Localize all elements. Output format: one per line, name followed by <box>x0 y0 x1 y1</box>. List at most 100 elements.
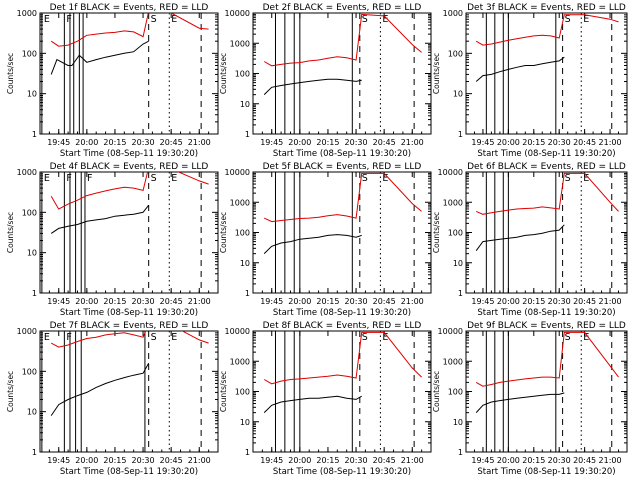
event-marker-label: E <box>44 14 50 25</box>
event-marker-label: E <box>171 332 177 343</box>
y-tick-label: 100 <box>448 229 463 238</box>
x-tick-label: 20:45 <box>373 456 396 465</box>
y-tick-label: 1 <box>245 289 250 298</box>
x-axis-label: Start Time (08-Sep-11 19:30:20) <box>60 149 198 159</box>
x-tick-label: 20:00 <box>75 456 98 465</box>
plot-title: Det 5f BLACK = Events, RED = LLD <box>263 162 422 172</box>
x-tick-label: 20:00 <box>497 297 520 306</box>
event-marker-label: S <box>151 332 157 343</box>
x-axis-label: Start Time (08-Sep-11 19:30:20) <box>477 308 615 318</box>
plot-panel-4: Det 4f BLACK = Events, RED = LLD Counts/s… <box>6 162 219 318</box>
lld-series-line <box>263 13 422 67</box>
plot-frame <box>252 171 432 294</box>
lld-series-line <box>50 172 209 210</box>
plot-panel-9: Det 9f BLACK = Events, RED = LLD Counts/s… <box>432 321 628 477</box>
y-tick-label: 1 <box>458 448 463 457</box>
plot-panel-5: Det 5f BLACK = Events, RED = LLD Counts/s… <box>219 162 432 318</box>
plot-frame <box>465 12 628 135</box>
event-marker-label: E <box>583 173 589 184</box>
y-tick-label: 1 <box>32 289 37 298</box>
x-tick-label: 19:45 <box>260 297 283 306</box>
plot-title: Det 4f BLACK = Events, RED = LLD <box>50 162 209 172</box>
plot-panel-2: Det 2f BLACK = Events, RED = LLD Counts/s… <box>219 3 432 159</box>
x-tick-label: 20:45 <box>160 456 183 465</box>
x-tick-label: 19:45 <box>471 297 494 306</box>
event-marker-label: F <box>87 173 92 184</box>
events-series-line <box>475 392 565 413</box>
y-axis-label: Counts/sec <box>432 212 441 253</box>
x-tick-label: 20:15 <box>103 138 126 147</box>
plot-title: Det 6f BLACK = Events, RED = LLD <box>467 162 626 172</box>
y-tick-label: 1 <box>32 130 37 139</box>
events-series-line <box>475 56 565 82</box>
event-marker-label: F <box>66 332 71 343</box>
x-tick-label: 20:45 <box>373 138 396 147</box>
x-tick-label: 19:45 <box>47 297 70 306</box>
y-tick-label: 100 <box>448 49 463 58</box>
x-tick-label: 20:30 <box>548 297 571 306</box>
x-tick-label: 21:00 <box>401 297 424 306</box>
y-tick-label: 10 <box>240 100 250 109</box>
y-tick-label: 10000 <box>225 9 250 18</box>
y-tick-label: 10 <box>27 408 37 417</box>
y-tick-label: 100 <box>22 49 37 58</box>
events-series-line <box>475 224 565 251</box>
plot-frame <box>39 171 219 294</box>
y-tick-label: 1000 <box>443 9 463 18</box>
y-axis-label: Counts/sec <box>219 53 228 94</box>
x-tick-label: 20:30 <box>345 297 368 306</box>
y-axis-label: Counts/sec <box>219 371 228 412</box>
y-tick-label: 100 <box>448 388 463 397</box>
event-marker-label: S <box>565 332 571 343</box>
y-tick-label: 1000 <box>230 198 250 207</box>
y-tick-label: 10000 <box>438 327 463 336</box>
x-tick-label: 20:30 <box>345 456 368 465</box>
plot-frame <box>252 12 432 135</box>
y-tick-label: 1000 <box>17 168 37 177</box>
plot-panel-3: Det 3f BLACK = Events, RED = LLD Counts/s… <box>432 3 628 159</box>
y-tick-label: 10 <box>240 418 250 427</box>
y-tick-label: 1 <box>245 130 250 139</box>
event-marker-label: E <box>382 173 388 184</box>
y-axis-label: Counts/sec <box>432 371 441 412</box>
plot-frame <box>252 330 432 453</box>
x-tick-label: 19:45 <box>260 456 283 465</box>
x-tick-label: 20:15 <box>103 456 126 465</box>
lld-series-line <box>263 172 422 223</box>
x-axis-label: Start Time (08-Sep-11 19:30:20) <box>477 467 615 477</box>
y-axis-label: Counts/sec <box>6 53 15 94</box>
y-tick-label: 100 <box>235 70 250 79</box>
y-tick-label: 10 <box>27 249 37 258</box>
event-marker-label: F <box>66 14 71 25</box>
x-tick-label: 20:30 <box>132 456 155 465</box>
lld-series-line <box>50 13 209 47</box>
y-tick-label: 10 <box>453 259 463 268</box>
x-tick-label: 20:00 <box>288 138 311 147</box>
x-tick-label: 21:00 <box>599 456 622 465</box>
events-series-line <box>263 234 362 254</box>
y-tick-label: 100 <box>22 208 37 217</box>
plot-title: Det 3f BLACK = Events, RED = LLD <box>467 3 626 13</box>
x-tick-label: 20:30 <box>132 138 155 147</box>
x-tick-label: 20:30 <box>548 138 571 147</box>
events-series-line <box>50 204 150 234</box>
x-tick-label: 20:00 <box>497 456 520 465</box>
y-tick-label: 10 <box>240 259 250 268</box>
x-tick-label: 20:30 <box>345 138 368 147</box>
y-tick-label: 100 <box>22 367 37 376</box>
x-tick-label: 19:45 <box>260 138 283 147</box>
y-tick-label: 1000 <box>230 357 250 366</box>
y-tick-label: 10 <box>453 90 463 99</box>
event-marker-label: E <box>171 173 177 184</box>
x-tick-label: 20:00 <box>497 138 520 147</box>
x-tick-label: 21:00 <box>599 297 622 306</box>
x-axis-label: Start Time (08-Sep-11 19:30:20) <box>273 149 411 159</box>
y-tick-label: 10000 <box>438 168 463 177</box>
x-tick-label: 21:00 <box>401 138 424 147</box>
x-axis-label: Start Time (08-Sep-11 19:30:20) <box>60 467 198 477</box>
plot-title: Det 1f BLACK = Events, RED = LLD <box>50 3 209 13</box>
x-tick-label: 20:00 <box>75 138 98 147</box>
y-tick-label: 1 <box>245 448 250 457</box>
